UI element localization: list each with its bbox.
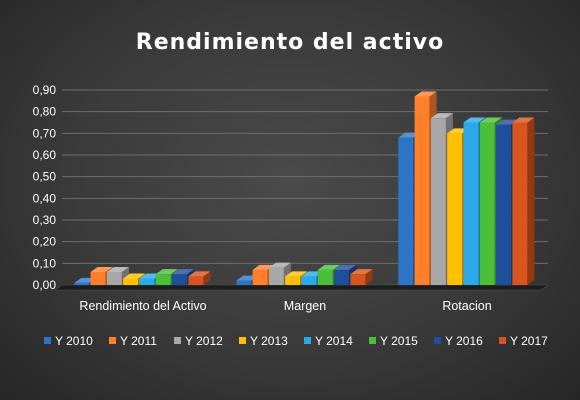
- y-tick-label: 0,70: [33, 126, 57, 140]
- y-tick-label: 0,30: [33, 213, 57, 227]
- chart-floor: [54, 284, 549, 291]
- y-tick-label: 0,90: [33, 83, 57, 97]
- legend-swatch: [239, 337, 246, 344]
- bar: [350, 269, 373, 285]
- legend-label: Y 2010: [55, 334, 93, 348]
- x-tick-label: Rotacion: [442, 299, 491, 313]
- y-tick-label: 0,10: [33, 256, 57, 270]
- y-tick-label: 0,60: [33, 148, 57, 162]
- legend-swatch: [304, 337, 311, 344]
- legend-swatch: [174, 337, 181, 344]
- x-tick-label: Rendimiento del Activo: [79, 299, 206, 313]
- legend-label: Y 2017: [510, 334, 548, 348]
- legend-swatch: [109, 337, 116, 344]
- x-tick-label: Margen: [284, 299, 326, 313]
- y-tick-label: 0,20: [33, 235, 57, 249]
- legend-label: Y 2016: [445, 334, 483, 348]
- legend-label: Y 2012: [185, 334, 223, 348]
- legend-swatch: [369, 337, 376, 344]
- y-tick-label: 0,40: [33, 191, 57, 205]
- bar: [188, 271, 211, 285]
- legend-label: Y 2015: [380, 334, 418, 348]
- legend-label: Y 2014: [315, 334, 353, 348]
- legend-swatch: [44, 337, 51, 344]
- y-tick-label: 0,80: [33, 105, 57, 119]
- legend-label: Y 2013: [250, 334, 288, 348]
- y-tick-label: 0,00: [33, 278, 57, 292]
- y-tick-label: 0,50: [33, 170, 57, 184]
- chart-title: Rendimiento del activo: [135, 30, 445, 55]
- legend-label: Y 2011: [120, 334, 157, 348]
- bar: [512, 117, 535, 285]
- legend-swatch: [499, 337, 506, 344]
- legend-swatch: [434, 337, 441, 344]
